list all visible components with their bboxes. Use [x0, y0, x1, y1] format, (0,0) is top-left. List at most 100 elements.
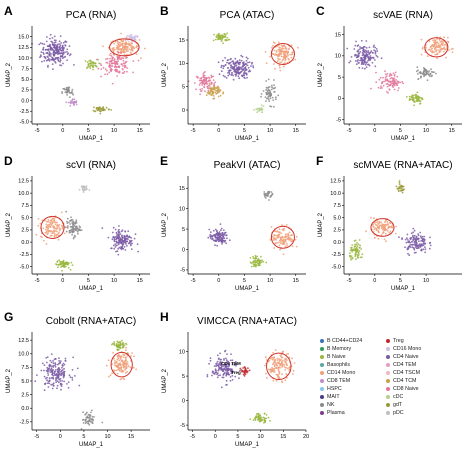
- scatter-point: [241, 62, 244, 64]
- scatter-point: [72, 220, 75, 223]
- scatter-point: [431, 71, 434, 73]
- scatter-point: [59, 52, 61, 55]
- scatter-point: [273, 247, 276, 249]
- scatter-point: [207, 89, 210, 92]
- scatter-point: [113, 341, 115, 343]
- x-tick-label: 5: [87, 278, 90, 284]
- panel-title: Cobolt (RNA+ATAC): [45, 316, 137, 327]
- scatter-point: [76, 230, 79, 233]
- scatter-point: [59, 44, 62, 47]
- scatter-point: [124, 239, 127, 241]
- scatter-point: [135, 53, 138, 55]
- scatter-point: [253, 109, 255, 111]
- scatter-point: [69, 268, 72, 271]
- scatter-point: [58, 43, 60, 45]
- scatter-point: [252, 419, 255, 421]
- scatter-point: [254, 417, 257, 419]
- x-axis-label: UMAP_1: [235, 286, 260, 292]
- scatter-point: [410, 232, 413, 235]
- scatter-point: [217, 369, 220, 372]
- panel-letter: G: [4, 310, 14, 324]
- scatter-point: [120, 245, 123, 248]
- x-tick-label: 15: [449, 128, 455, 134]
- scatter-point: [124, 349, 127, 352]
- scatter-point: [265, 359, 268, 361]
- scatter-point: [136, 34, 139, 37]
- scatter-point: [47, 372, 49, 374]
- scatter-point: [130, 46, 132, 49]
- scatter-point: [44, 228, 47, 231]
- scatter-point: [355, 248, 358, 250]
- scatter-point: [130, 244, 132, 247]
- scatter-point: [92, 68, 94, 71]
- scatter-point: [93, 106, 95, 109]
- scatter-point: [137, 250, 140, 253]
- x-tick-label: -5: [190, 434, 195, 440]
- scatter-point: [125, 243, 127, 245]
- scatter-point: [111, 47, 114, 50]
- scatter-point: [393, 73, 396, 76]
- scatter-point: [284, 369, 287, 371]
- scatter-point: [120, 355, 123, 358]
- scatter-point: [284, 46, 287, 49]
- scatter-point: [270, 94, 272, 96]
- scatter-point: [397, 89, 399, 92]
- scatter-point: [118, 71, 121, 74]
- scatter-point: [274, 364, 276, 366]
- scatter-point: [275, 53, 278, 56]
- scatter-point: [117, 233, 120, 236]
- scatter-point: [120, 247, 123, 249]
- scatter-point: [117, 60, 120, 62]
- scatter-point: [116, 44, 118, 47]
- y-tick-label: 0.0: [333, 240, 341, 246]
- scatter-point: [372, 56, 375, 59]
- scatter-point: [216, 244, 219, 247]
- scatter-point: [49, 229, 51, 232]
- scatter-point: [295, 235, 298, 238]
- scatter-point: [422, 248, 425, 251]
- scatter-point: [273, 105, 275, 108]
- scatter-point: [221, 361, 223, 364]
- scatter-point: [52, 377, 55, 380]
- scatter-point: [416, 97, 418, 100]
- scatter-point: [221, 38, 223, 41]
- cluster-b-naive: [348, 239, 364, 261]
- scatter-point: [117, 253, 120, 256]
- scatter-point: [419, 246, 422, 248]
- legend-item: Plasma: [320, 410, 345, 416]
- scatter-point: [412, 227, 415, 230]
- scatter-point: [63, 367, 65, 370]
- scatter-point: [243, 72, 246, 75]
- scatter-point: [416, 73, 419, 75]
- scatter-point: [380, 221, 382, 223]
- scatter-point: [405, 241, 408, 244]
- scatter-point: [59, 360, 62, 362]
- x-tick-label: 5: [87, 128, 90, 134]
- scatter-point: [130, 355, 132, 357]
- scatter-point: [275, 363, 278, 365]
- scatter-point: [47, 220, 50, 223]
- y-tick-label: 10.0: [18, 56, 29, 62]
- scatter-point: [47, 48, 50, 50]
- scatter-point: [105, 69, 108, 72]
- scatter-point: [382, 228, 384, 231]
- cluster-cd14-mono: [365, 216, 397, 243]
- cluster-cd4-tcm: [205, 83, 225, 100]
- scatter-point: [256, 418, 259, 421]
- scatter-point: [359, 57, 362, 59]
- scatter-point: [51, 37, 54, 39]
- scatter-point: [243, 76, 246, 79]
- scatter-point: [63, 232, 66, 235]
- scatter-point: [281, 380, 283, 383]
- scatter-point: [275, 51, 278, 53]
- x-tick-label: 10: [258, 434, 264, 440]
- scatter-point: [276, 357, 279, 360]
- scatter-point: [87, 413, 90, 416]
- scatter-point: [122, 366, 125, 369]
- scatter-point: [227, 74, 230, 77]
- scatter-point: [282, 65, 285, 68]
- scatter-point: [234, 57, 237, 60]
- scatter-point: [237, 63, 240, 65]
- cluster-cd4-naive: [206, 349, 241, 389]
- scatter-point: [45, 40, 48, 43]
